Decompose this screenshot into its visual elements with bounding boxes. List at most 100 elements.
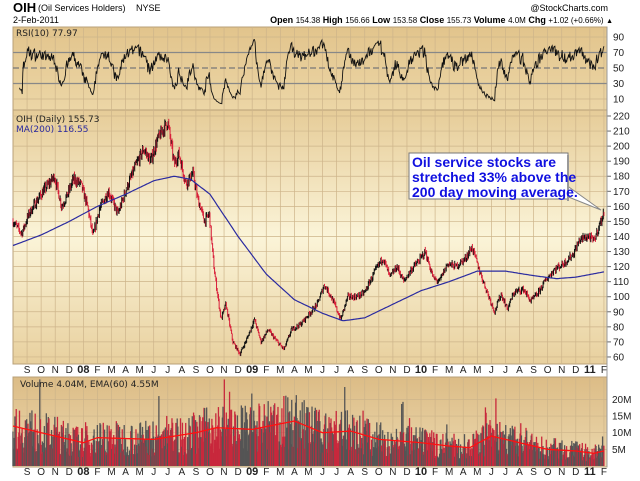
volume-bar <box>61 426 63 466</box>
volume-bar <box>442 433 444 466</box>
volume-bar <box>214 439 216 466</box>
volume-bar <box>84 438 86 466</box>
volume-bar <box>385 456 387 466</box>
volume-bar <box>88 441 90 466</box>
month-label: N <box>220 467 227 478</box>
volume-bar <box>506 453 508 466</box>
volume-bar <box>163 429 165 466</box>
volume-bar <box>122 449 125 466</box>
volume-bar <box>409 454 411 466</box>
volume-bar <box>368 436 370 466</box>
volume-bar <box>497 434 499 466</box>
volume-bar <box>223 379 225 466</box>
volume-bar <box>51 448 53 466</box>
volume-bar <box>224 429 227 466</box>
volume-bar <box>556 447 559 466</box>
volume-bar <box>452 441 455 466</box>
volume-bar <box>510 445 513 466</box>
volume-bar <box>550 443 552 466</box>
month-label: S <box>530 365 537 376</box>
volume-bar <box>52 436 54 466</box>
volume-bar <box>367 419 369 466</box>
volume-bar <box>455 452 457 466</box>
volume-bar <box>117 440 119 466</box>
volume-bar <box>85 430 87 466</box>
volume-bar <box>244 405 246 466</box>
volume-bar <box>416 439 418 466</box>
volume-bar <box>296 448 299 466</box>
volume-bar <box>113 435 115 466</box>
volume-bar <box>68 433 70 466</box>
volume-bar <box>134 444 136 466</box>
price-tick-label: 110 <box>613 277 629 288</box>
month-label: A <box>460 467 467 478</box>
volume-bar <box>179 418 182 466</box>
volume-bar <box>597 455 599 466</box>
volume-bar <box>361 443 364 466</box>
volume-bar <box>431 430 433 466</box>
volume-bar <box>401 403 403 466</box>
volume-bar <box>293 416 295 466</box>
month-label: D <box>235 365 242 376</box>
volume-bar <box>110 429 112 466</box>
volume-plot <box>12 379 605 466</box>
volume-bar <box>234 414 237 466</box>
volume-bar <box>548 447 551 466</box>
volume-bar <box>408 432 410 466</box>
volume-bar <box>273 405 275 466</box>
volume-bar <box>304 430 307 466</box>
volume-bar <box>482 426 485 466</box>
volume-bar <box>289 411 291 466</box>
volume-bar <box>219 429 222 466</box>
volume-bar <box>73 429 76 466</box>
volume-bar <box>245 431 247 466</box>
low-label: Low <box>372 15 391 25</box>
volume-bar <box>233 435 235 466</box>
volume-bar <box>568 456 570 466</box>
volume-bar <box>329 422 331 466</box>
volume-bar <box>590 455 592 466</box>
volume-bar <box>264 432 267 466</box>
volume-bar <box>534 442 536 466</box>
volume-bar <box>387 431 389 466</box>
volume-bar <box>562 454 564 466</box>
volume-bar <box>312 441 314 466</box>
month-label: A <box>179 467 186 478</box>
month-label: D <box>235 467 242 478</box>
volume-bar <box>487 440 489 466</box>
volume-bar <box>406 427 408 466</box>
volume-bar <box>418 448 420 466</box>
volume-bar <box>272 420 274 466</box>
volume-bar <box>291 446 294 466</box>
month-label: S <box>361 467 368 478</box>
volume-bar <box>594 458 596 466</box>
volume-bar <box>426 433 428 466</box>
volume-bar <box>332 450 334 466</box>
volume-bar <box>313 430 315 466</box>
month-label: 10 <box>415 364 427 376</box>
volume-bar <box>259 426 261 466</box>
volume-bar <box>31 446 34 466</box>
volume-bar <box>37 443 40 466</box>
month-label: D <box>572 467 579 478</box>
volume-bar <box>41 444 43 466</box>
volume-bar <box>225 412 227 466</box>
volume-bar <box>571 440 573 466</box>
volume-bar <box>86 426 88 466</box>
month-label: J <box>151 365 156 376</box>
volume-bar <box>517 456 519 466</box>
volume-bar <box>26 419 28 466</box>
volume-bar <box>373 447 375 466</box>
volume-bar <box>580 453 582 466</box>
volume-bar <box>268 421 271 466</box>
volume-bar <box>439 440 441 466</box>
volume-bar <box>515 439 517 466</box>
volume-bar <box>39 419 42 466</box>
volume-bar <box>337 443 339 466</box>
volume-bar <box>518 445 520 466</box>
rsi-line <box>19 38 605 105</box>
volume-bar <box>359 415 361 466</box>
volume-bar <box>458 458 460 466</box>
volume-bar <box>471 456 473 466</box>
month-label: O <box>375 467 383 478</box>
